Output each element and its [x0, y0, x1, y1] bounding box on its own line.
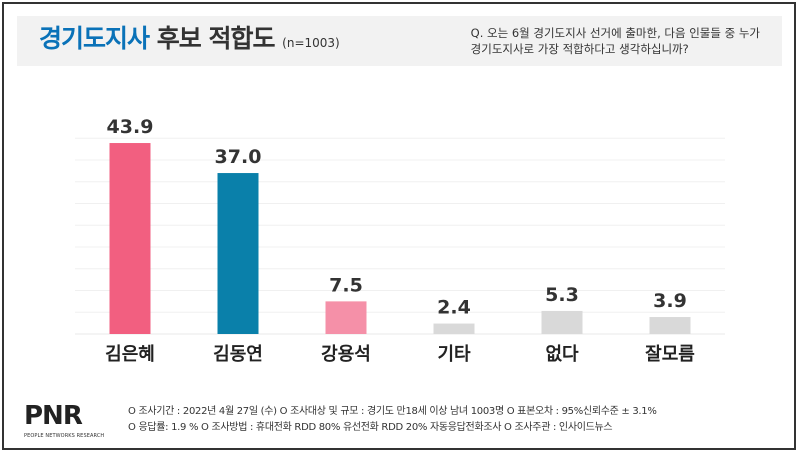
category-label: 잘모름 [645, 344, 695, 365]
survey-info-line-2: O 응답률: 1.9 % O 조사방법 : 휴대전화 RDD 80% 유선전화 … [128, 422, 613, 433]
bar [325, 301, 367, 334]
value-label: 43.9 [107, 116, 154, 138]
chart-title: 경기도지사 후보 적합도 (n=1003) [39, 22, 340, 60]
bar [217, 173, 259, 334]
slide-frame [2, 2, 796, 450]
value-label: 3.9 [653, 290, 687, 312]
sample-size: (n=1003) [282, 36, 340, 50]
category-label: 김동연 [213, 344, 263, 365]
bar [541, 310, 583, 334]
title-rest: 후보 적합도 [156, 24, 276, 53]
value-label: 2.4 [437, 297, 471, 319]
category-label: 기타 [437, 344, 471, 365]
value-label: 37.0 [215, 146, 262, 168]
category-label: 김은혜 [105, 344, 155, 365]
bar [649, 317, 691, 334]
question-line-2: 경기도지사로 가장 적합하다고 생각하십니까? [470, 42, 689, 56]
logo-subtext: PEOPLE NETWORKS RESEARCH [24, 433, 105, 439]
value-label: 7.5 [329, 274, 363, 296]
survey-question: Q. 오는 6월 경기도지사 선거에 출마한, 다음 인물들 중 누가 경기도지… [471, 25, 760, 57]
survey-info: O 조사기간 : 2022년 4월 27일 (수) O 조사대상 및 규모 : … [128, 404, 657, 436]
category-label: 강용석 [321, 344, 371, 365]
pnr-logo: PNR PEOPLE NETWORKS RESEARCH [24, 400, 116, 440]
logo-text: PNR [24, 401, 83, 431]
question-line-1: Q. 오는 6월 경기도지사 선거에 출마한, 다음 인물들 중 누가 [470, 26, 760, 40]
survey-info-line-1: O 조사기간 : 2022년 4월 27일 (수) O 조사대상 및 규모 : … [128, 406, 657, 417]
header: 경기도지사 후보 적합도 (n=1003) Q. 오는 6월 경기도지사 선거에… [17, 16, 782, 66]
title-highlight: 경기도지사 [39, 24, 150, 53]
bar [433, 323, 475, 334]
value-label: 5.3 [545, 284, 579, 306]
footer-area: PNR PEOPLE NETWORKS RESEARCH O 조사기간 : 20… [24, 400, 657, 440]
category-label: 없다 [545, 344, 579, 365]
bar [109, 143, 151, 334]
